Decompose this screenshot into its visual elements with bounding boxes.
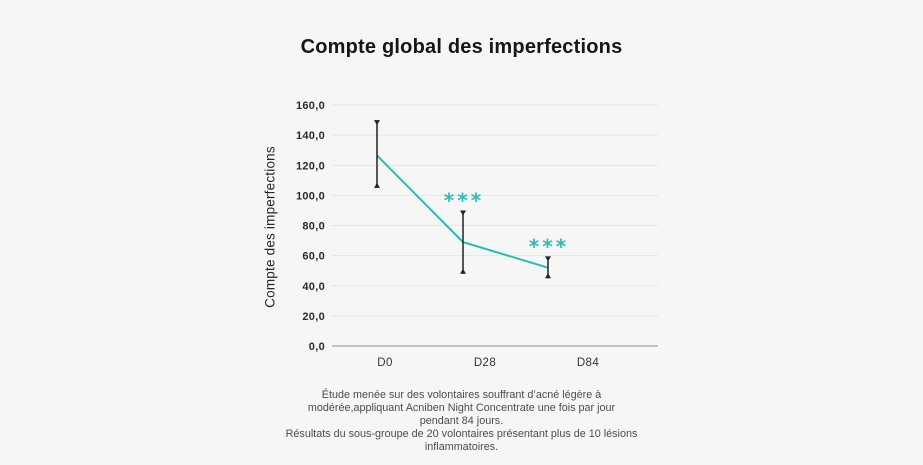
y-tick-label: 20,0 [302, 311, 325, 323]
significance-marker: *** [444, 188, 484, 212]
significance-marker: *** [529, 234, 569, 258]
y-tick-label: 100,0 [296, 190, 325, 202]
error-bar [545, 256, 551, 279]
footnote-line: Étude menée sur des volontaires souffran… [321, 389, 602, 401]
footnote-line: inflammatoires. [424, 441, 499, 453]
y-tick-label: 140,0 [296, 130, 325, 142]
x-tick-label: D84 [577, 357, 600, 369]
chart-title: Compte global des imperfections [300, 36, 623, 58]
y-tick-label: 160,0 [296, 100, 325, 112]
y-tick-label: 120,0 [296, 160, 325, 172]
error-bar [460, 210, 466, 274]
footnote-line: Résultats du sous-groupe de 20 volontair… [285, 428, 638, 440]
error-bar-cap-top-icon [374, 120, 380, 126]
y-tick-label: 60,0 [302, 251, 325, 263]
error-bar-cap-top-icon [545, 256, 551, 262]
x-tick-label: D0 [377, 357, 393, 369]
footnote-line: modérée,appliquant Acniben Night Concent… [307, 402, 616, 414]
x-tick-label: D28 [474, 357, 496, 369]
error-bar-cap-bottom-icon [460, 268, 466, 274]
y-tick-label: 80,0 [302, 221, 325, 233]
error-bar-cap-bottom-icon [545, 273, 551, 279]
y-tick-label: 40,0 [302, 281, 325, 293]
y-tick-label: 0,0 [309, 341, 325, 353]
error-bar-cap-bottom-icon [374, 182, 380, 188]
chart-footnote: Étude menée sur des volontaires souffran… [0, 389, 923, 454]
error-bar [374, 120, 380, 188]
error-bar-cap-top-icon [460, 210, 466, 216]
footnote-line: pendant 84 jours. [419, 415, 504, 427]
